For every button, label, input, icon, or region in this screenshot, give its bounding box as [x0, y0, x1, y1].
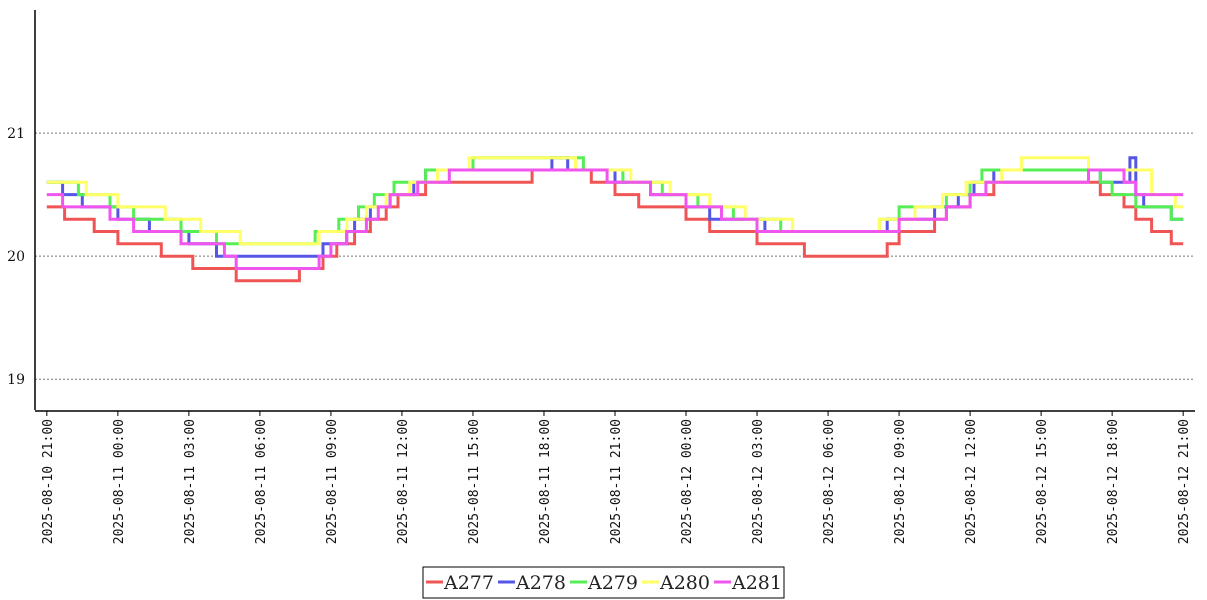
x-tick-label: 2025-08-12 18:00: [1106, 419, 1121, 544]
series-line-a280: [46, 156, 1184, 246]
x-tick-label: 2025-08-12 12:00: [964, 419, 979, 544]
y-tick-label: 21: [7, 126, 25, 142]
x-tick-label: 2025-08-12 15:00: [1035, 419, 1050, 544]
legend-label: A279: [587, 572, 638, 594]
x-tick-label: 2025-08-11 18:00: [538, 419, 553, 544]
x-tick-label: 2025-08-10 21:00: [41, 419, 56, 544]
legend-label: A278: [515, 572, 566, 594]
y-tick-labels: 19 20 21: [7, 126, 25, 388]
x-tick-label: 2025-08-11 06:00: [254, 419, 269, 544]
legend: A277 A278 A279 A280 A281: [422, 566, 785, 599]
x-tick-label: 2025-08-12 21:00: [1177, 419, 1192, 544]
x-tick-label: 2025-08-12 09:00: [893, 419, 908, 544]
x-tick-label: 2025-08-12 00:00: [680, 419, 695, 544]
legend-label: A281: [731, 572, 782, 594]
legend-label: A277: [443, 572, 494, 594]
x-tick-labels: 2025-08-10 21:00 2025-08-11 00:00 2025-08-…: [41, 411, 1192, 544]
x-tick-label: 2025-08-11 09:00: [325, 419, 340, 544]
y-tick-label: 20: [7, 249, 25, 265]
x-tick-label: 2025-08-11 12:00: [396, 419, 411, 544]
x-tick-label: 2025-08-12 06:00: [822, 419, 837, 544]
series-layer: [46, 156, 1184, 283]
series-line-a281: [46, 168, 1184, 270]
series-line-a277: [46, 168, 1184, 283]
x-tick-label: 2025-08-11 21:00: [609, 419, 624, 544]
x-tick-label: 2025-08-11 00:00: [112, 419, 127, 544]
y-tick-label: 19: [7, 372, 25, 388]
x-tick-label: 2025-08-11 15:00: [467, 419, 482, 544]
x-tick-label: 2025-08-12 03:00: [751, 419, 766, 544]
x-tick-label: 2025-08-11 03:00: [183, 419, 198, 544]
legend-label: A280: [659, 572, 710, 594]
